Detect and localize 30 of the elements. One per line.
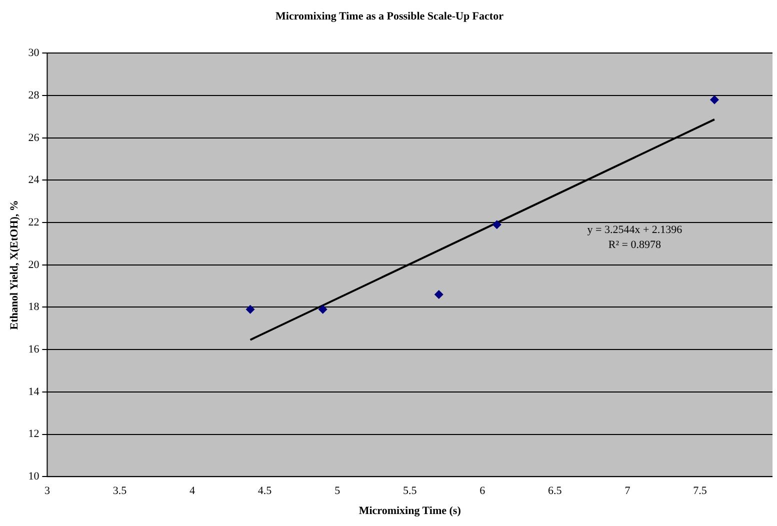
y-tick-label: 28 <box>28 89 40 102</box>
x-tick-label: 3 <box>44 485 50 498</box>
x-tick-label: 6 <box>480 485 486 498</box>
annotation: y = 3.2544x + 2.1396 R² = 0.8978 <box>587 224 683 251</box>
x-tick-label: 3.5 <box>112 485 128 498</box>
x-tick-label: 7.5 <box>693 485 708 498</box>
x-tick-label: 7 <box>624 485 631 498</box>
y-tick-label: 14 <box>28 386 40 398</box>
x-tick-label: 4.5 <box>258 485 272 498</box>
x-tick-label: 6.5 <box>548 485 562 498</box>
point <box>434 290 444 300</box>
y-tick-label: 10 <box>28 470 40 482</box>
y-tick-label: 30 <box>28 47 40 60</box>
x-tick-label: 5 <box>334 485 341 498</box>
y-axis-title: Ethanol Yield, X(EtOH), % <box>8 200 20 330</box>
y-tick-label: 24 <box>28 174 40 186</box>
point <box>710 95 719 104</box>
y-tick-label: 16 <box>28 343 40 356</box>
y-tick-label: 22 <box>28 216 40 228</box>
point <box>246 304 255 314</box>
chart-title: Micromixing Time as a Possible Scale-Up Factor <box>276 10 504 22</box>
x-axis-title: Micromixing Time (s) <box>358 505 462 518</box>
y-tick-label: 12 <box>28 428 40 440</box>
y-tick-label: 18 <box>28 301 40 314</box>
x-tick-label: 5.5 <box>402 485 418 498</box>
y-tick-label: 20 <box>28 258 40 271</box>
x-tick-label: 4 <box>190 485 196 498</box>
y-tick-label: 26 <box>28 132 40 144</box>
point <box>318 304 328 314</box>
point <box>492 220 502 230</box>
